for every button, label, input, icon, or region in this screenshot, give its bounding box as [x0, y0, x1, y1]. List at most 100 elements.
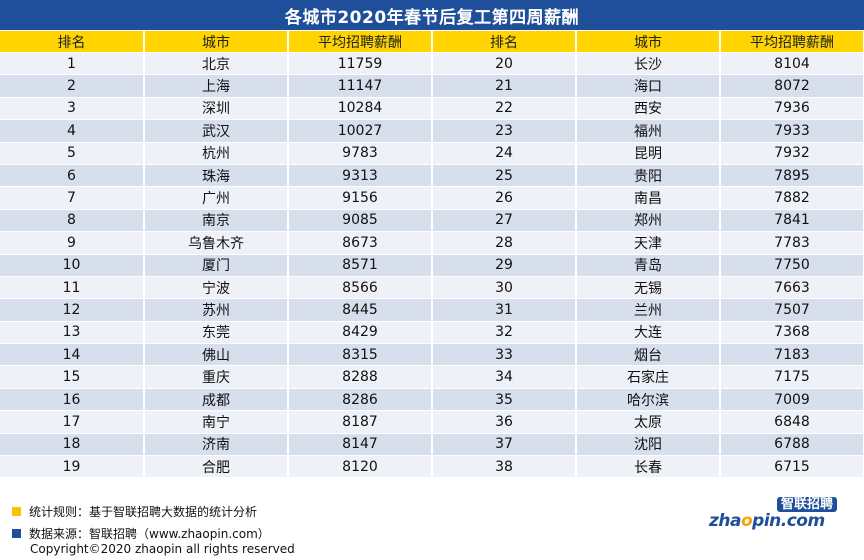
table-row: 11 宁波 8566 30 无锡 7663 — [0, 276, 864, 300]
cell-salary-right: 7841 — [720, 209, 864, 233]
cell-salary-left: 8288 — [288, 365, 433, 389]
cell-city-right: 南昌 — [576, 186, 721, 210]
cell-city-left: 厦门 — [144, 254, 289, 277]
cell-rank-right: 38 — [432, 455, 577, 479]
cell-rank-left: 9 — [0, 231, 145, 255]
cell-rank-left: 10 — [0, 254, 145, 277]
table-row: 9 乌鲁木齐 8673 28 天津 7783 — [0, 231, 864, 255]
note-source-text: 数据来源：智联招聘（www.zhaopin.com） — [29, 526, 270, 541]
table-row: 7 广州 9156 26 南昌 7882 — [0, 186, 864, 210]
cell-city-left: 成都 — [144, 388, 289, 412]
cell-salary-right: 6848 — [720, 410, 864, 434]
cell-rank-left: 4 — [0, 119, 145, 143]
cell-rank-right: 25 — [432, 164, 577, 188]
header-rank-left: 排名 — [0, 31, 145, 53]
cell-city-left: 重庆 — [144, 365, 289, 389]
cell-city-right: 长春 — [576, 455, 721, 479]
cell-city-left: 珠海 — [144, 164, 289, 188]
cell-city-left: 广州 — [144, 186, 289, 210]
table-row: 6 珠海 9313 25 贵阳 7895 — [0, 164, 864, 188]
cell-salary-right: 7882 — [720, 186, 864, 210]
cell-city-right: 郑州 — [576, 209, 721, 233]
logo-en-o: o — [740, 511, 753, 531]
cell-city-left: 合肥 — [144, 455, 289, 479]
note-rule-text: 统计规则：基于智联招聘大数据的统计分析 — [29, 504, 258, 519]
cell-rank-left: 11 — [0, 276, 145, 300]
table-body: 1 北京 11759 20 长沙 8104 2 上海 11147 21 海口 8072 3 深圳 10284… — [0, 52, 864, 479]
table-row: 5 杭州 9783 24 昆明 7932 — [0, 142, 864, 165]
cell-rank-right: 21 — [432, 74, 577, 98]
cell-rank-right: 22 — [432, 97, 577, 121]
table-header-row: 排名 城市 平均招聘薪酬 排名 城市 平均招聘薪酬 — [0, 31, 864, 53]
cell-salary-left: 9313 — [288, 164, 433, 188]
yellow-square-icon — [12, 506, 21, 516]
cell-rank-right: 32 — [432, 321, 577, 345]
zhaopin-logo: 智联招聘 zhaopin.com — [705, 497, 845, 531]
cell-rank-left: 6 — [0, 164, 145, 188]
cell-city-right: 福州 — [576, 119, 721, 143]
cell-city-right: 石家庄 — [576, 365, 721, 389]
cell-salary-left: 9085 — [288, 209, 433, 233]
cell-city-right: 西安 — [576, 97, 721, 121]
cell-city-right: 青岛 — [576, 254, 721, 277]
notes: 统计规则：基于智联招聘大数据的统计分析 数据来源：智联招聘（www.zhaopi… — [12, 500, 270, 544]
table-row: 15 重庆 8288 34 石家庄 7175 — [0, 365, 864, 389]
table-row: 13 东莞 8429 32 大连 7368 — [0, 321, 864, 345]
cell-salary-right: 8104 — [720, 52, 864, 76]
table-row: 16 成都 8286 35 哈尔滨 7009 — [0, 388, 864, 412]
cell-city-left: 南京 — [144, 209, 289, 233]
cell-rank-right: 30 — [432, 276, 577, 300]
cell-salary-right: 6715 — [720, 455, 864, 479]
cell-rank-right: 34 — [432, 365, 577, 389]
cell-city-right: 长沙 — [576, 52, 721, 76]
table-row: 12 苏州 8445 31 兰州 7507 — [0, 298, 864, 322]
cell-rank-left: 19 — [0, 455, 145, 479]
cell-city-right: 沈阳 — [576, 433, 721, 457]
cell-salary-left: 8286 — [288, 388, 433, 412]
cell-salary-left: 8566 — [288, 276, 433, 300]
cell-rank-left: 12 — [0, 298, 145, 322]
table-row: 1 北京 11759 20 长沙 8104 — [0, 52, 864, 76]
cell-city-left: 佛山 — [144, 343, 289, 367]
cell-rank-left: 13 — [0, 321, 145, 345]
cell-city-left: 宁波 — [144, 276, 289, 300]
cell-city-left: 武汉 — [144, 119, 289, 143]
cell-salary-right: 7368 — [720, 321, 864, 345]
cell-rank-left: 5 — [0, 142, 145, 165]
header-city-right: 城市 — [576, 31, 721, 53]
table-row: 14 佛山 8315 33 烟台 7183 — [0, 343, 864, 367]
cell-rank-right: 29 — [432, 254, 577, 277]
cell-city-right: 昆明 — [576, 142, 721, 165]
cell-rank-left: 2 — [0, 74, 145, 98]
cell-rank-right: 36 — [432, 410, 577, 434]
note-rule: 统计规则：基于智联招聘大数据的统计分析 — [12, 500, 270, 522]
cell-city-right: 贵阳 — [576, 164, 721, 188]
cell-city-left: 南宁 — [144, 410, 289, 434]
cell-rank-left: 16 — [0, 388, 145, 412]
cell-rank-right: 28 — [432, 231, 577, 255]
cell-rank-right: 26 — [432, 186, 577, 210]
logo-en-text: zhaopin.com — [709, 511, 825, 531]
cell-salary-left: 8147 — [288, 433, 433, 457]
cell-salary-right: 7507 — [720, 298, 864, 322]
cell-salary-left: 10284 — [288, 97, 433, 121]
blue-square-icon — [12, 528, 21, 538]
cell-salary-left: 8120 — [288, 455, 433, 479]
cell-rank-right: 23 — [432, 119, 577, 143]
cell-city-right: 海口 — [576, 74, 721, 98]
header-salary-left: 平均招聘薪酬 — [288, 31, 433, 53]
cell-salary-left: 8571 — [288, 254, 433, 277]
cell-rank-right: 27 — [432, 209, 577, 233]
table-row: 17 南宁 8187 36 太原 6848 — [0, 410, 864, 434]
cell-city-left: 济南 — [144, 433, 289, 457]
note-source: 数据来源：智联招聘（www.zhaopin.com） — [12, 522, 270, 544]
cell-city-right: 天津 — [576, 231, 721, 255]
cell-city-right: 哈尔滨 — [576, 388, 721, 412]
cell-salary-left: 11147 — [288, 74, 433, 98]
table-title: 各城市2020年春节后复工第四周薪酬 — [0, 0, 864, 30]
cell-salary-left: 10027 — [288, 119, 433, 143]
cell-salary-right: 7783 — [720, 231, 864, 255]
table-row: 3 深圳 10284 22 西安 7936 — [0, 97, 864, 121]
cell-salary-left: 8445 — [288, 298, 433, 322]
cell-salary-right: 7175 — [720, 365, 864, 389]
